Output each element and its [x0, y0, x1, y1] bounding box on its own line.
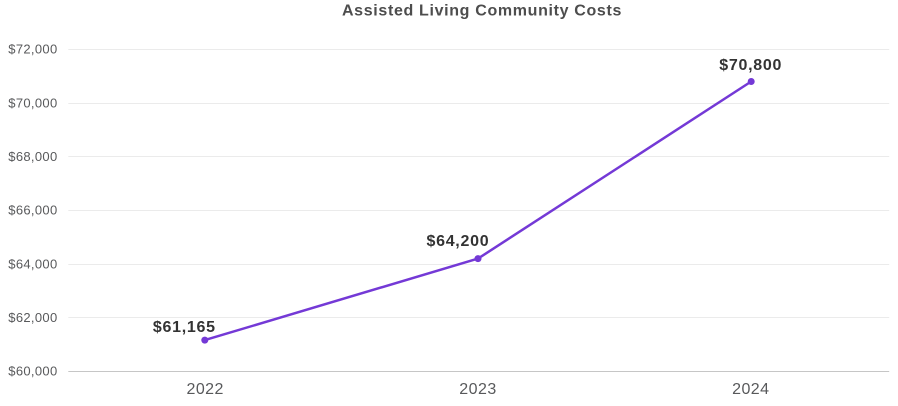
svg-text:$70,000: $70,000 — [8, 95, 57, 110]
svg-text:$68,000: $68,000 — [8, 149, 57, 164]
svg-text:$64,000: $64,000 — [8, 256, 57, 271]
svg-text:2024: 2024 — [732, 381, 769, 398]
svg-text:$64,200: $64,200 — [426, 233, 489, 250]
svg-text:2022: 2022 — [186, 381, 223, 398]
svg-text:$66,000: $66,000 — [8, 203, 57, 218]
svg-text:$72,000: $72,000 — [8, 42, 57, 57]
svg-text:$61,165: $61,165 — [153, 319, 216, 336]
svg-text:$70,800: $70,800 — [719, 57, 782, 74]
svg-text:$60,000: $60,000 — [8, 364, 57, 379]
svg-text:Assisted Living Community Cost: Assisted Living Community Costs — [342, 3, 622, 20]
svg-text:2023: 2023 — [459, 381, 496, 398]
svg-text:$62,000: $62,000 — [8, 310, 57, 325]
